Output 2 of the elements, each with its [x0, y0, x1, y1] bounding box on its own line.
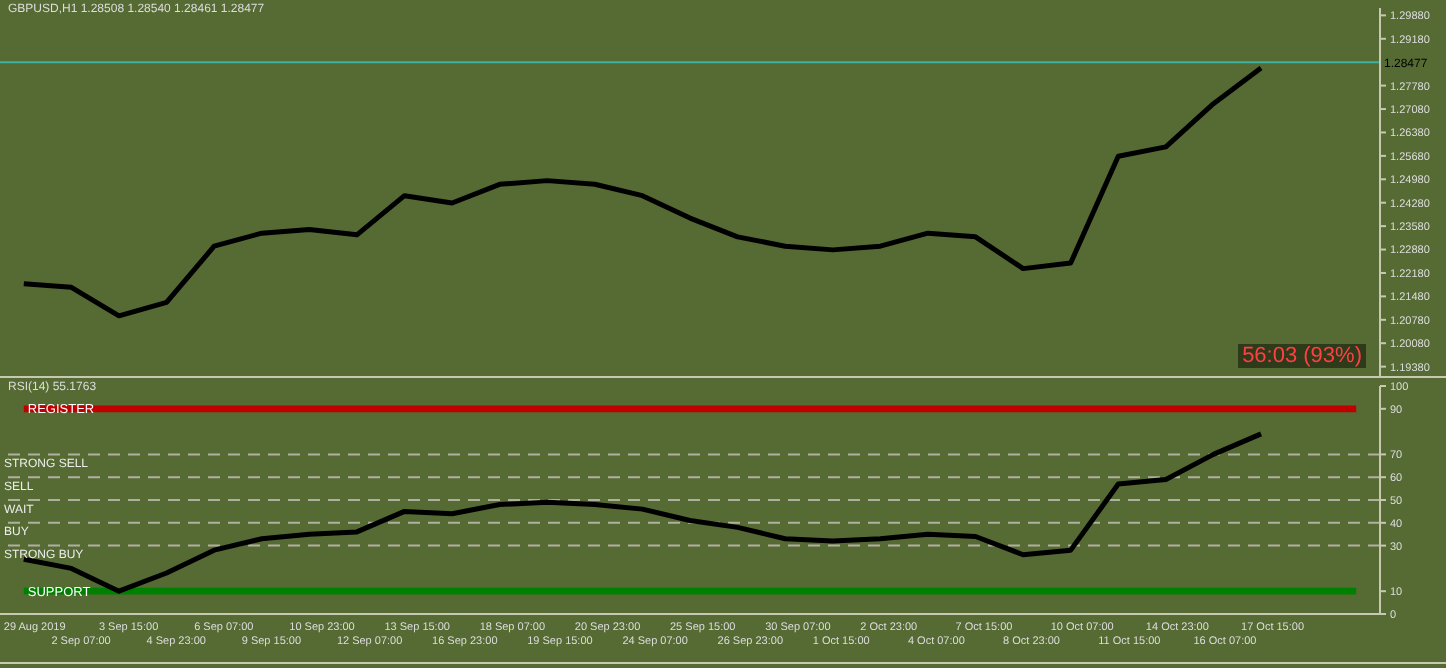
annotation: 56:03 (93%) [1238, 344, 1366, 368]
line-series [21, 65, 1264, 319]
